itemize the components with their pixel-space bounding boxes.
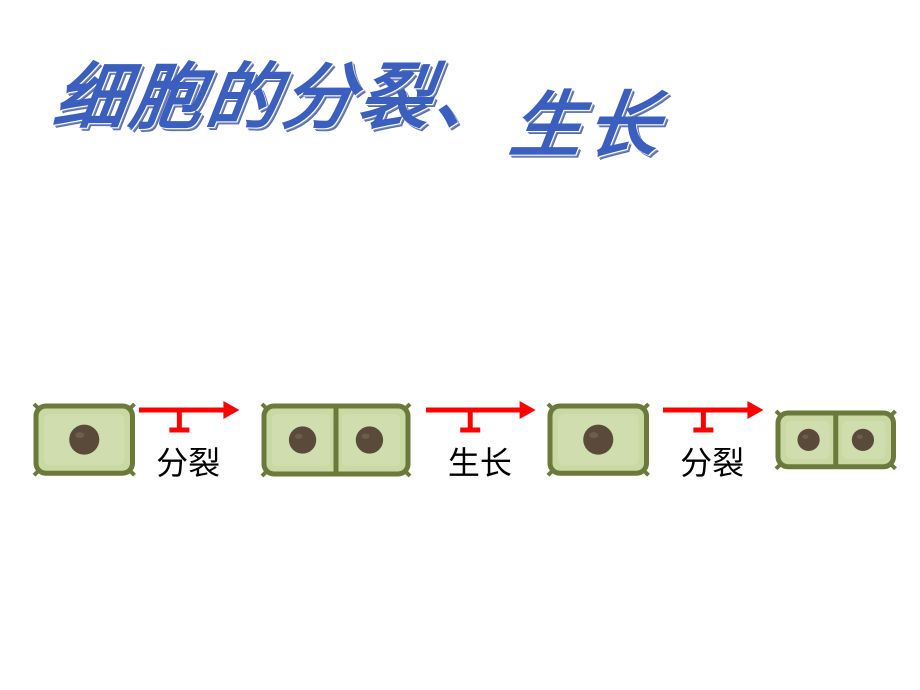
arrow-slot: 分裂 <box>653 396 772 484</box>
arrow-icon <box>657 396 767 436</box>
title-part2: 生长 <box>505 83 669 169</box>
arrow-icon <box>133 396 243 436</box>
arrow-label: 生长 <box>448 438 512 484</box>
cell-cycle-diagram: 分裂 生长 分裂 <box>30 370 900 510</box>
arrow-slot: 分裂 <box>129 396 248 484</box>
cell-slot <box>30 402 139 477</box>
arrow-label: 分裂 <box>680 438 744 484</box>
cell-single <box>32 402 137 477</box>
arrow-slot: 生长 <box>416 396 545 484</box>
slide-title: 细胞的分裂、生长 <box>49 55 673 141</box>
arrow-icon <box>420 396 540 436</box>
cell-slot <box>771 409 900 471</box>
cell-single <box>546 402 651 477</box>
cell-double <box>774 409 898 471</box>
title-part1: 细胞的分裂、 <box>49 58 516 138</box>
cell-slot <box>544 402 653 477</box>
arrow-label: 分裂 <box>156 438 220 484</box>
cell-slot <box>257 402 415 478</box>
cell-double <box>260 402 412 478</box>
